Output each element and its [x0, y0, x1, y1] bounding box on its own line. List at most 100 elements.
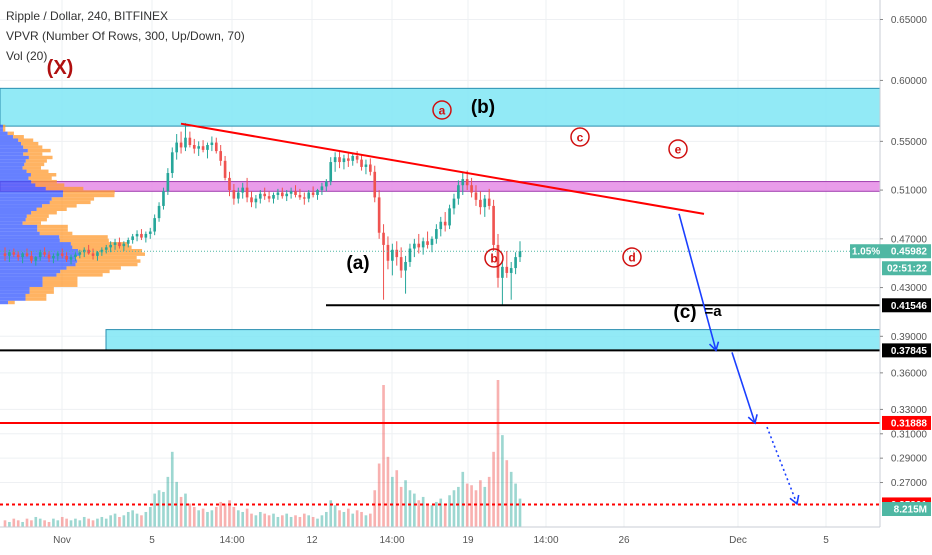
volume-bar	[192, 506, 196, 527]
candle-body	[179, 142, 183, 148]
candle-body	[461, 179, 465, 186]
vpvr-down	[79, 252, 145, 256]
candle-body	[369, 164, 372, 172]
vpvr-down	[42, 283, 78, 287]
y-tick-label: 0.51000	[891, 186, 928, 197]
projection-segment-2	[731, 352, 756, 424]
volume-bar	[232, 506, 236, 527]
wave-label-a-ring	[432, 100, 452, 120]
vpvr-down	[30, 173, 57, 177]
volume-value-label-bg	[882, 502, 931, 516]
y-tick-label: 0.33000	[891, 405, 928, 416]
vpvr-up	[0, 124, 3, 129]
wave-labels: (X) (b) (a) (c) =a a c e b d	[47, 57, 723, 323]
volume-bar	[179, 496, 183, 527]
volume-bar	[364, 515, 368, 527]
y-tick-label: 0.31000	[891, 429, 928, 440]
volume-bar	[461, 471, 465, 527]
vpvr-up	[0, 217, 26, 222]
wave-label-c-paren: (c)	[673, 302, 696, 323]
vpvr-down	[29, 290, 54, 294]
candle-body	[298, 194, 302, 198]
candle-body	[223, 160, 227, 178]
volume-bar	[320, 515, 324, 527]
volume-bar	[78, 520, 82, 527]
vpvr-up	[0, 179, 32, 184]
vpvr-up	[0, 190, 64, 194]
vpvr-down	[25, 217, 47, 222]
volume-bar	[505, 460, 509, 527]
candle-body	[496, 244, 500, 278]
volume-bar	[338, 510, 341, 527]
vpvr-up	[0, 266, 67, 270]
candle-body	[465, 179, 469, 186]
projection-segment-1	[678, 213, 717, 351]
vpvr-up	[0, 207, 37, 212]
candle-body	[267, 196, 271, 199]
volume-bar	[342, 511, 346, 527]
vpvr-down	[75, 262, 138, 267]
trend-line	[180, 122, 705, 215]
volume-bar	[421, 496, 425, 527]
vpvr-up	[0, 245, 73, 249]
candle-body	[263, 193, 267, 197]
vpvr-up	[0, 145, 24, 149]
vpvr-down	[28, 155, 53, 160]
volume-bar	[47, 521, 51, 527]
volume-bar	[369, 513, 372, 527]
vpvr-up	[0, 255, 76, 260]
volume-bar	[483, 486, 487, 527]
vpvr-down	[23, 145, 43, 149]
vpvr-up	[0, 138, 19, 142]
candle-body	[457, 185, 460, 199]
vpvr-up	[0, 248, 79, 253]
vpvr-down	[62, 193, 115, 198]
candle-body	[91, 253, 95, 256]
volume-bar	[38, 518, 42, 527]
candle-body	[338, 157, 341, 163]
vpvr-up	[0, 300, 9, 305]
wave-label-x: (X)	[47, 57, 74, 79]
candle-body	[162, 191, 165, 206]
vpvr-up	[0, 269, 61, 274]
vpvr-up	[0, 259, 78, 263]
volume-bar	[333, 505, 337, 527]
candle-body	[373, 171, 377, 198]
price-tag-0.37845: 0.37845	[891, 346, 928, 357]
volume-bar	[329, 500, 333, 527]
symbol-title: Ripple / Dollar, 240, BITFINEX	[6, 9, 169, 23]
vpvr-down	[25, 293, 47, 298]
volume-bar	[16, 520, 20, 527]
volume-bar	[285, 513, 289, 527]
candle-body	[122, 243, 126, 247]
x-tick-label: 14:00	[219, 535, 244, 546]
candle-body	[12, 252, 16, 255]
wave-label-d: d	[628, 251, 635, 265]
candle-body	[452, 198, 456, 209]
candle-body	[100, 249, 104, 253]
vpvr-down	[22, 221, 42, 225]
candle-body	[192, 145, 196, 149]
indicator-vol: Vol (20)	[6, 49, 48, 63]
volume-bar	[3, 520, 7, 527]
candle-body	[514, 257, 517, 269]
volume-bar	[408, 490, 412, 527]
vpvr-down	[25, 297, 47, 301]
volume-bar	[126, 511, 130, 527]
vpvr-up	[0, 235, 60, 239]
volume-bar	[170, 451, 174, 527]
volume-bar	[267, 515, 271, 527]
price-tag-0.45982: 0.45982	[891, 247, 928, 258]
vpvr-down	[37, 224, 68, 229]
volume-bar	[166, 476, 170, 527]
indicator-vpvr: VPVR (Number Of Rows, 300, Up/Down, 70)	[6, 29, 245, 43]
candle-body	[56, 253, 60, 256]
candle-body	[228, 177, 231, 191]
volume-bar	[439, 498, 443, 527]
vpvr-up	[0, 159, 26, 163]
candle-body	[258, 193, 262, 199]
volume-bar	[131, 510, 134, 527]
candle-body	[333, 157, 337, 163]
